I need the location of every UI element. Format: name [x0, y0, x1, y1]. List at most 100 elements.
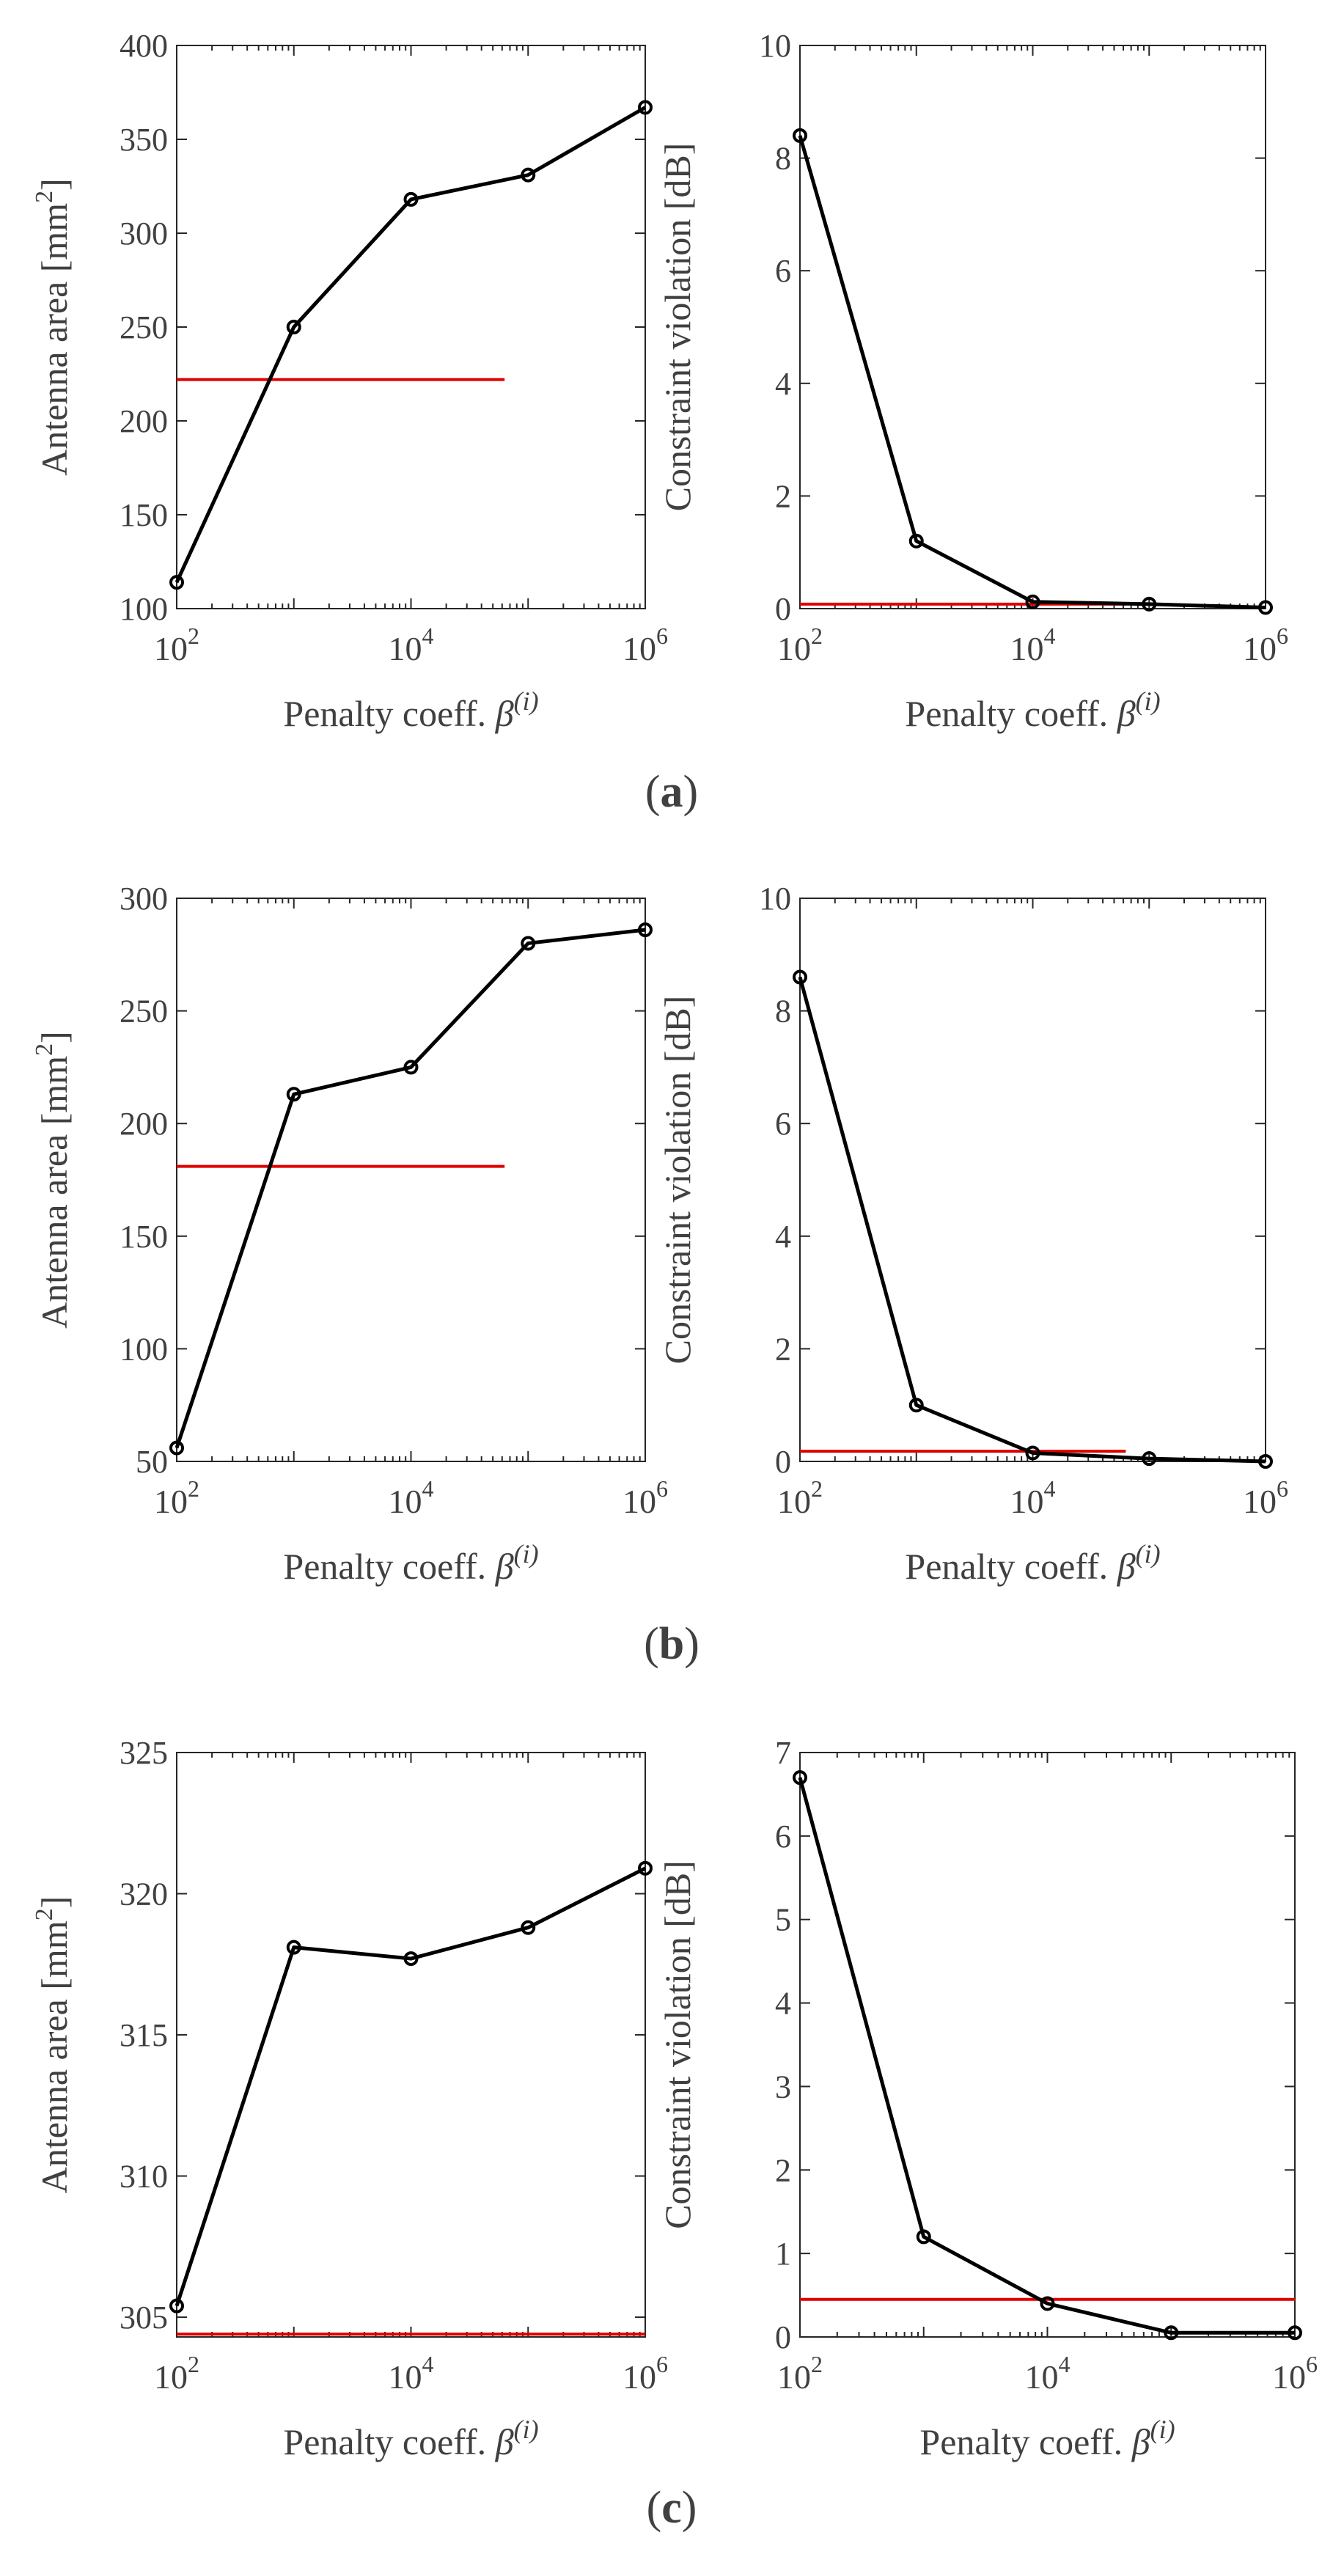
- x-axis-label-text: Penalty coeff.: [905, 693, 1117, 734]
- data-point: [1142, 596, 1157, 612]
- data-point: [521, 936, 536, 951]
- series-line: [798, 1777, 1295, 2335]
- x-tick-label: 104: [389, 1475, 434, 1520]
- x-tick-base: 10: [1010, 630, 1044, 667]
- panel-label: (b): [644, 1619, 699, 1669]
- x-tick-label: 104: [1025, 2351, 1071, 2396]
- x-axis-label: Penalty coeff. β(i): [283, 686, 538, 734]
- x-tick-base: 10: [389, 1483, 422, 1520]
- data-point: [169, 2298, 184, 2313]
- x-tick-base: 10: [777, 630, 811, 667]
- x-tick-exponent: 4: [422, 1475, 434, 1502]
- x-axis-label: Penalty coeff. β(i): [919, 2415, 1175, 2462]
- y-tick-label: 7: [775, 1735, 791, 1771]
- x-tick-label: 104: [389, 2351, 434, 2396]
- y-axis-label-superscript: 2: [31, 191, 58, 203]
- x-tick-exponent: 2: [188, 623, 199, 649]
- x-tick-base: 10: [389, 2358, 422, 2396]
- x-tick-label: 104: [1010, 1475, 1056, 1520]
- y-tick-label: 10: [759, 28, 791, 64]
- data-point: [1288, 2325, 1302, 2341]
- data-point: [169, 1440, 184, 1456]
- panel-label-close: ): [683, 767, 699, 817]
- x-tick-base: 10: [1010, 1483, 1044, 1520]
- panel-label-open: (: [647, 2483, 662, 2533]
- x-tick-label: 102: [777, 2351, 823, 2396]
- data-point: [1258, 1454, 1273, 1469]
- data-point: [1164, 2325, 1179, 2341]
- x-axis-label-superscript: (i): [1136, 1539, 1161, 1568]
- data-point: [1040, 2296, 1055, 2311]
- x-tick-base: 10: [1025, 2358, 1059, 2396]
- x-axis-label-superscript: (i): [514, 686, 539, 716]
- y-tick-label: 0: [775, 1444, 791, 1480]
- y-tick-label: 3: [775, 2069, 791, 2105]
- beta-symbol: β: [1117, 693, 1136, 734]
- x-tick-label: 106: [1243, 1475, 1288, 1520]
- y-axis-label-text: Constraint violation [dB]: [657, 143, 698, 512]
- x-tick-base: 10: [154, 1483, 188, 1520]
- data-point: [286, 320, 301, 334]
- data-point: [1142, 1451, 1157, 1467]
- x-tick-exponent: 4: [1044, 623, 1056, 649]
- y-axis-label: Constraint violation [dB]: [657, 996, 698, 1365]
- axes-frame: [176, 898, 646, 1462]
- x-axis-label-text: Penalty coeff.: [283, 693, 495, 734]
- panel-label-letter: b: [659, 1619, 684, 1669]
- data-point: [286, 1940, 301, 1955]
- data-point: [793, 128, 807, 143]
- y-tick-label: 250: [120, 994, 168, 1030]
- y-tick-label: 2: [775, 2152, 791, 2188]
- axes-frame: [799, 1752, 1296, 2338]
- y-tick-label: 325: [120, 1735, 168, 1771]
- x-tick-label: 102: [154, 1475, 199, 1520]
- y-tick-label: 250: [120, 309, 168, 345]
- data-point: [521, 167, 536, 183]
- y-axis-label-text: Antenna area [mm: [34, 1920, 75, 2193]
- panel-label-letter: a: [661, 767, 683, 817]
- x-tick-label: 106: [623, 1475, 668, 1520]
- y-tick-label: 2: [775, 1331, 791, 1367]
- y-tick-label: 300: [120, 881, 168, 917]
- y-tick-label: 4: [775, 1219, 791, 1255]
- y-axis-label-text: Constraint violation [dB]: [657, 1860, 698, 2229]
- x-tick-base: 10: [777, 2358, 811, 2396]
- data-point: [793, 969, 807, 985]
- series-line: [798, 976, 1266, 1464]
- y-tick-label: 6: [775, 253, 791, 289]
- y-axis-label-text: Antenna area [mm: [34, 203, 75, 476]
- panel-label-close: ): [682, 2483, 697, 2533]
- x-tick-base: 10: [623, 630, 656, 667]
- y-tick-label: 350: [120, 122, 168, 158]
- x-axis-label-text: Penalty coeff.: [283, 1546, 495, 1587]
- x-tick-label: 104: [1010, 623, 1056, 667]
- x-tick-base: 10: [1272, 2358, 1306, 2396]
- axes-frame: [799, 898, 1266, 1462]
- x-axis-label-superscript: (i): [1136, 686, 1161, 716]
- panel-label-open: (: [645, 767, 661, 817]
- series-line: [175, 106, 647, 584]
- data-point: [916, 2229, 931, 2245]
- x-tick-exponent: 2: [811, 623, 823, 649]
- x-tick-base: 10: [154, 2358, 188, 2396]
- y-tick-label: 2: [775, 478, 791, 514]
- y-tick-label: 310: [120, 2159, 168, 2195]
- y-tick-label: 200: [120, 403, 168, 439]
- x-tick-base: 10: [389, 630, 422, 667]
- y-tick-label: 320: [120, 1876, 168, 1912]
- y-tick-label: 150: [120, 497, 168, 533]
- axes-frame: [176, 45, 646, 609]
- y-tick-label: 200: [120, 1106, 168, 1142]
- beta-symbol: β: [1117, 1546, 1136, 1587]
- x-tick-label: 106: [1243, 623, 1288, 667]
- x-tick-base: 10: [623, 2358, 656, 2396]
- y-axis-label: Antenna area [mm2]: [31, 1031, 75, 1329]
- beta-symbol: β: [495, 1546, 514, 1587]
- y-axis-label-close: ]: [34, 178, 75, 191]
- y-axis-label-text: Antenna area [mm: [34, 1056, 75, 1329]
- panel-label-close: ): [684, 1619, 699, 1669]
- x-tick-base: 10: [1243, 630, 1277, 667]
- data-point: [638, 100, 653, 115]
- panel-label: (c): [647, 2483, 697, 2533]
